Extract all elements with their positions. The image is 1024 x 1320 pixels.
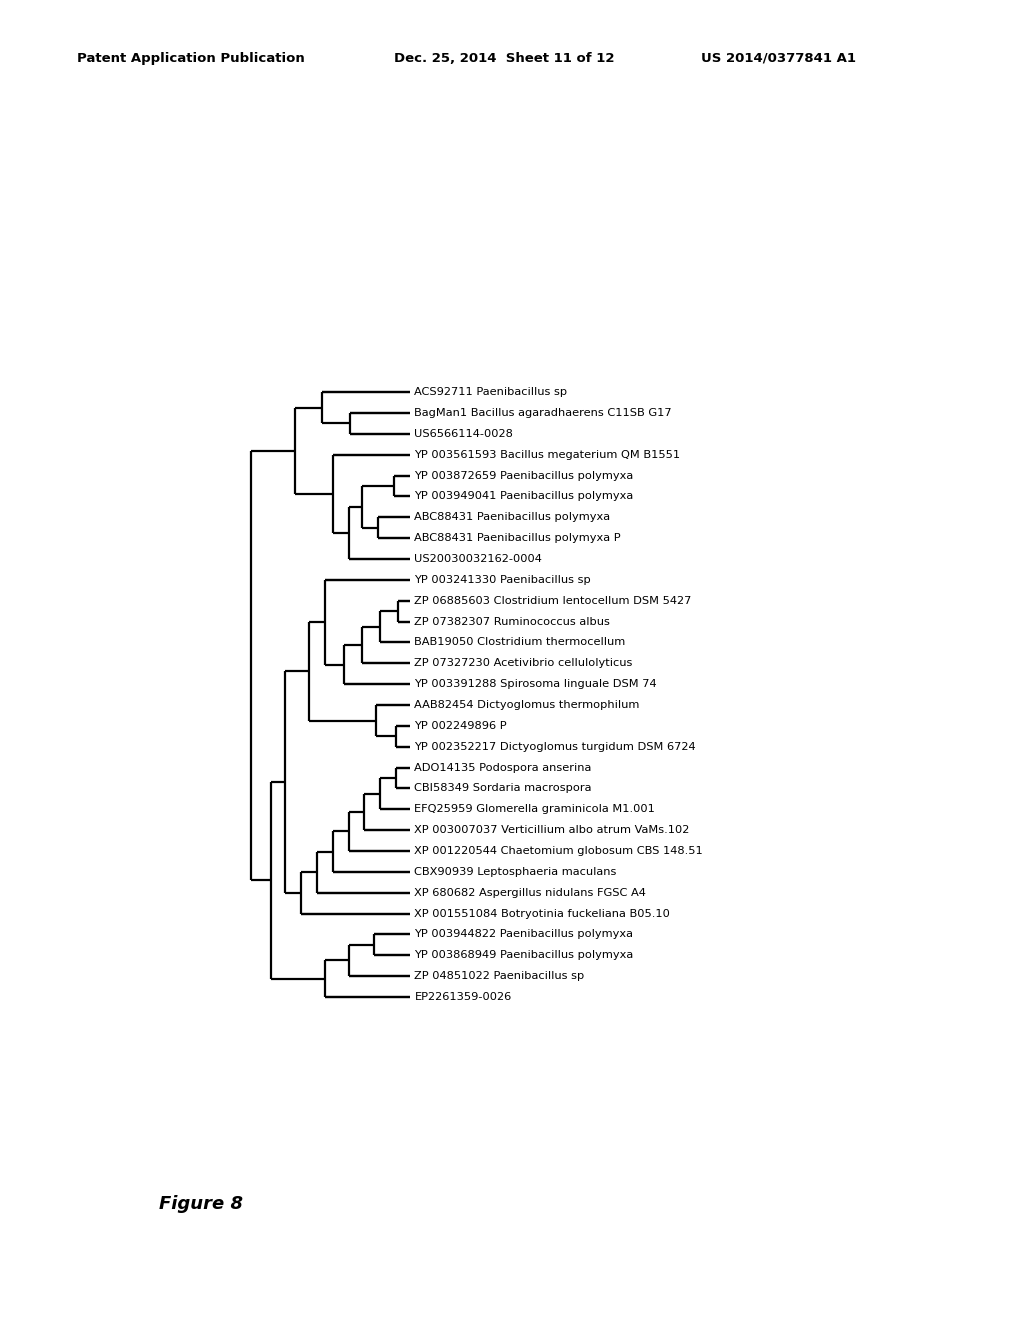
Text: YP 002249896 P: YP 002249896 P: [415, 721, 507, 731]
Text: ZP 06885603 Clostridium lentocellum DSM 5427: ZP 06885603 Clostridium lentocellum DSM …: [415, 595, 692, 606]
Text: US20030032162-0004: US20030032162-0004: [415, 554, 543, 564]
Text: YP 003868949 Paenibacillus polymyxa: YP 003868949 Paenibacillus polymyxa: [415, 950, 634, 960]
Text: YP 003949041 Paenibacillus polymyxa: YP 003949041 Paenibacillus polymyxa: [415, 491, 634, 502]
Text: XP 001551084 Botryotinia fuckeliana B05.10: XP 001551084 Botryotinia fuckeliana B05.…: [415, 908, 671, 919]
Text: AAB82454 Dictyoglomus thermophilum: AAB82454 Dictyoglomus thermophilum: [415, 700, 640, 710]
Text: EP2261359-0026: EP2261359-0026: [415, 991, 512, 1002]
Text: CBI58349 Sordaria macrospora: CBI58349 Sordaria macrospora: [415, 783, 592, 793]
Text: ADO14135 Podospora anserina: ADO14135 Podospora anserina: [415, 763, 592, 772]
Text: BAB19050 Clostridium thermocellum: BAB19050 Clostridium thermocellum: [415, 638, 626, 647]
Text: CBX90939 Leptosphaeria maculans: CBX90939 Leptosphaeria maculans: [415, 867, 616, 876]
Text: YP 002352217 Dictyoglomus turgidum DSM 6724: YP 002352217 Dictyoglomus turgidum DSM 6…: [415, 742, 696, 751]
Text: ABC88431 Paenibacillus polymyxa: ABC88431 Paenibacillus polymyxa: [415, 512, 610, 523]
Text: XP 680682 Aspergillus nidulans FGSC A4: XP 680682 Aspergillus nidulans FGSC A4: [415, 887, 646, 898]
Text: YP 003944822 Paenibacillus polymyxa: YP 003944822 Paenibacillus polymyxa: [415, 929, 634, 940]
Text: BagMan1 Bacillus agaradhaerens C11SB G17: BagMan1 Bacillus agaradhaerens C11SB G17: [415, 408, 672, 418]
Text: ZP 04851022 Paenibacillus sp: ZP 04851022 Paenibacillus sp: [415, 972, 585, 981]
Text: US6566114-0028: US6566114-0028: [415, 429, 513, 438]
Text: ZP 07327230 Acetivibrio cellulolyticus: ZP 07327230 Acetivibrio cellulolyticus: [415, 659, 633, 668]
Text: YP 003872659 Paenibacillus polymyxa: YP 003872659 Paenibacillus polymyxa: [415, 471, 634, 480]
Text: ABC88431 Paenibacillus polymyxa P: ABC88431 Paenibacillus polymyxa P: [415, 533, 622, 543]
Text: XP 001220544 Chaetomium globosum CBS 148.51: XP 001220544 Chaetomium globosum CBS 148…: [415, 846, 703, 855]
Text: YP 003391288 Spirosoma linguale DSM 74: YP 003391288 Spirosoma linguale DSM 74: [415, 678, 657, 689]
Text: Dec. 25, 2014  Sheet 11 of 12: Dec. 25, 2014 Sheet 11 of 12: [394, 51, 614, 65]
Text: US 2014/0377841 A1: US 2014/0377841 A1: [701, 51, 856, 65]
Text: YP 003241330 Paenibacillus sp: YP 003241330 Paenibacillus sp: [415, 574, 591, 585]
Text: XP 003007037 Verticillium albo atrum VaMs.102: XP 003007037 Verticillium albo atrum VaM…: [415, 825, 690, 836]
Text: Figure 8: Figure 8: [159, 1195, 243, 1213]
Text: YP 003561593 Bacillus megaterium QM B1551: YP 003561593 Bacillus megaterium QM B155…: [415, 450, 681, 459]
Text: Patent Application Publication: Patent Application Publication: [77, 51, 304, 65]
Text: EFQ25959 Glomerella graminicola M1.001: EFQ25959 Glomerella graminicola M1.001: [415, 804, 655, 814]
Text: ZP 07382307 Ruminococcus albus: ZP 07382307 Ruminococcus albus: [415, 616, 610, 627]
Text: ACS92711 Paenibacillus sp: ACS92711 Paenibacillus sp: [415, 387, 567, 397]
